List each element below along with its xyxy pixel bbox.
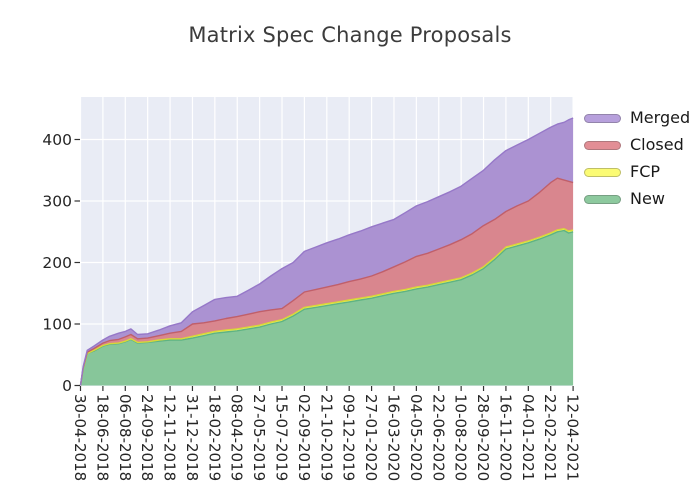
svg-text:24-09-2018: 24-09-2018 [138, 394, 156, 481]
svg-text:100: 100 [42, 316, 72, 334]
legend-item-closed: Closed [584, 136, 690, 154]
svg-text:04-05-2020: 04-05-2020 [407, 394, 425, 481]
legend-swatch-fcp-icon [584, 167, 621, 177]
svg-text:12-11-2018: 12-11-2018 [161, 394, 179, 481]
svg-text:09-12-2019: 09-12-2019 [340, 394, 358, 481]
svg-text:27-01-2020: 27-01-2020 [362, 394, 380, 481]
svg-text:200: 200 [42, 254, 72, 272]
svg-text:30-04-2018: 30-04-2018 [71, 394, 89, 481]
svg-text:21-10-2019: 21-10-2019 [317, 394, 335, 481]
chart-title: Matrix Spec Change Proposals [188, 23, 512, 47]
svg-text:18-02-2019: 18-02-2019 [205, 394, 223, 481]
svg-text:06-08-2018: 06-08-2018 [116, 394, 134, 481]
svg-text:31-12-2018: 31-12-2018 [183, 394, 201, 481]
legend-label-fcp: FCP [630, 162, 661, 181]
svg-text:15-07-2019: 15-07-2019 [273, 394, 291, 481]
legend-swatch-closed-icon [584, 140, 621, 150]
legend: Merged Closed FCP New [584, 109, 690, 208]
legend-label-new: New [630, 189, 665, 208]
legend-swatch-merged-icon [584, 113, 621, 123]
legend-swatch-new-icon [584, 194, 621, 204]
svg-text:300: 300 [42, 193, 72, 211]
svg-text:12-04-2021: 12-04-2021 [564, 394, 582, 481]
legend-item-merged: Merged [584, 109, 690, 127]
svg-text:16-03-2020: 16-03-2020 [385, 394, 403, 481]
svg-text:22-06-2020: 22-06-2020 [429, 394, 447, 481]
legend-label-closed: Closed [630, 135, 684, 154]
svg-text:18-06-2018: 18-06-2018 [93, 394, 111, 481]
svg-text:02-09-2019: 02-09-2019 [295, 394, 313, 481]
svg-text:400: 400 [42, 131, 72, 149]
svg-text:08-04-2019: 08-04-2019 [228, 394, 246, 481]
svg-text:27-05-2019: 27-05-2019 [250, 394, 268, 481]
legend-item-fcp: FCP [584, 163, 690, 181]
svg-text:0: 0 [62, 377, 72, 395]
legend-item-new: New [584, 190, 690, 208]
legend-label-merged: Merged [630, 108, 691, 127]
svg-text:10-08-2020: 10-08-2020 [452, 394, 470, 481]
svg-text:28-09-2020: 28-09-2020 [474, 394, 492, 481]
svg-text:22-02-2021: 22-02-2021 [541, 394, 559, 481]
svg-text:16-11-2020: 16-11-2020 [496, 394, 514, 481]
svg-text:04-01-2021: 04-01-2021 [519, 394, 537, 481]
